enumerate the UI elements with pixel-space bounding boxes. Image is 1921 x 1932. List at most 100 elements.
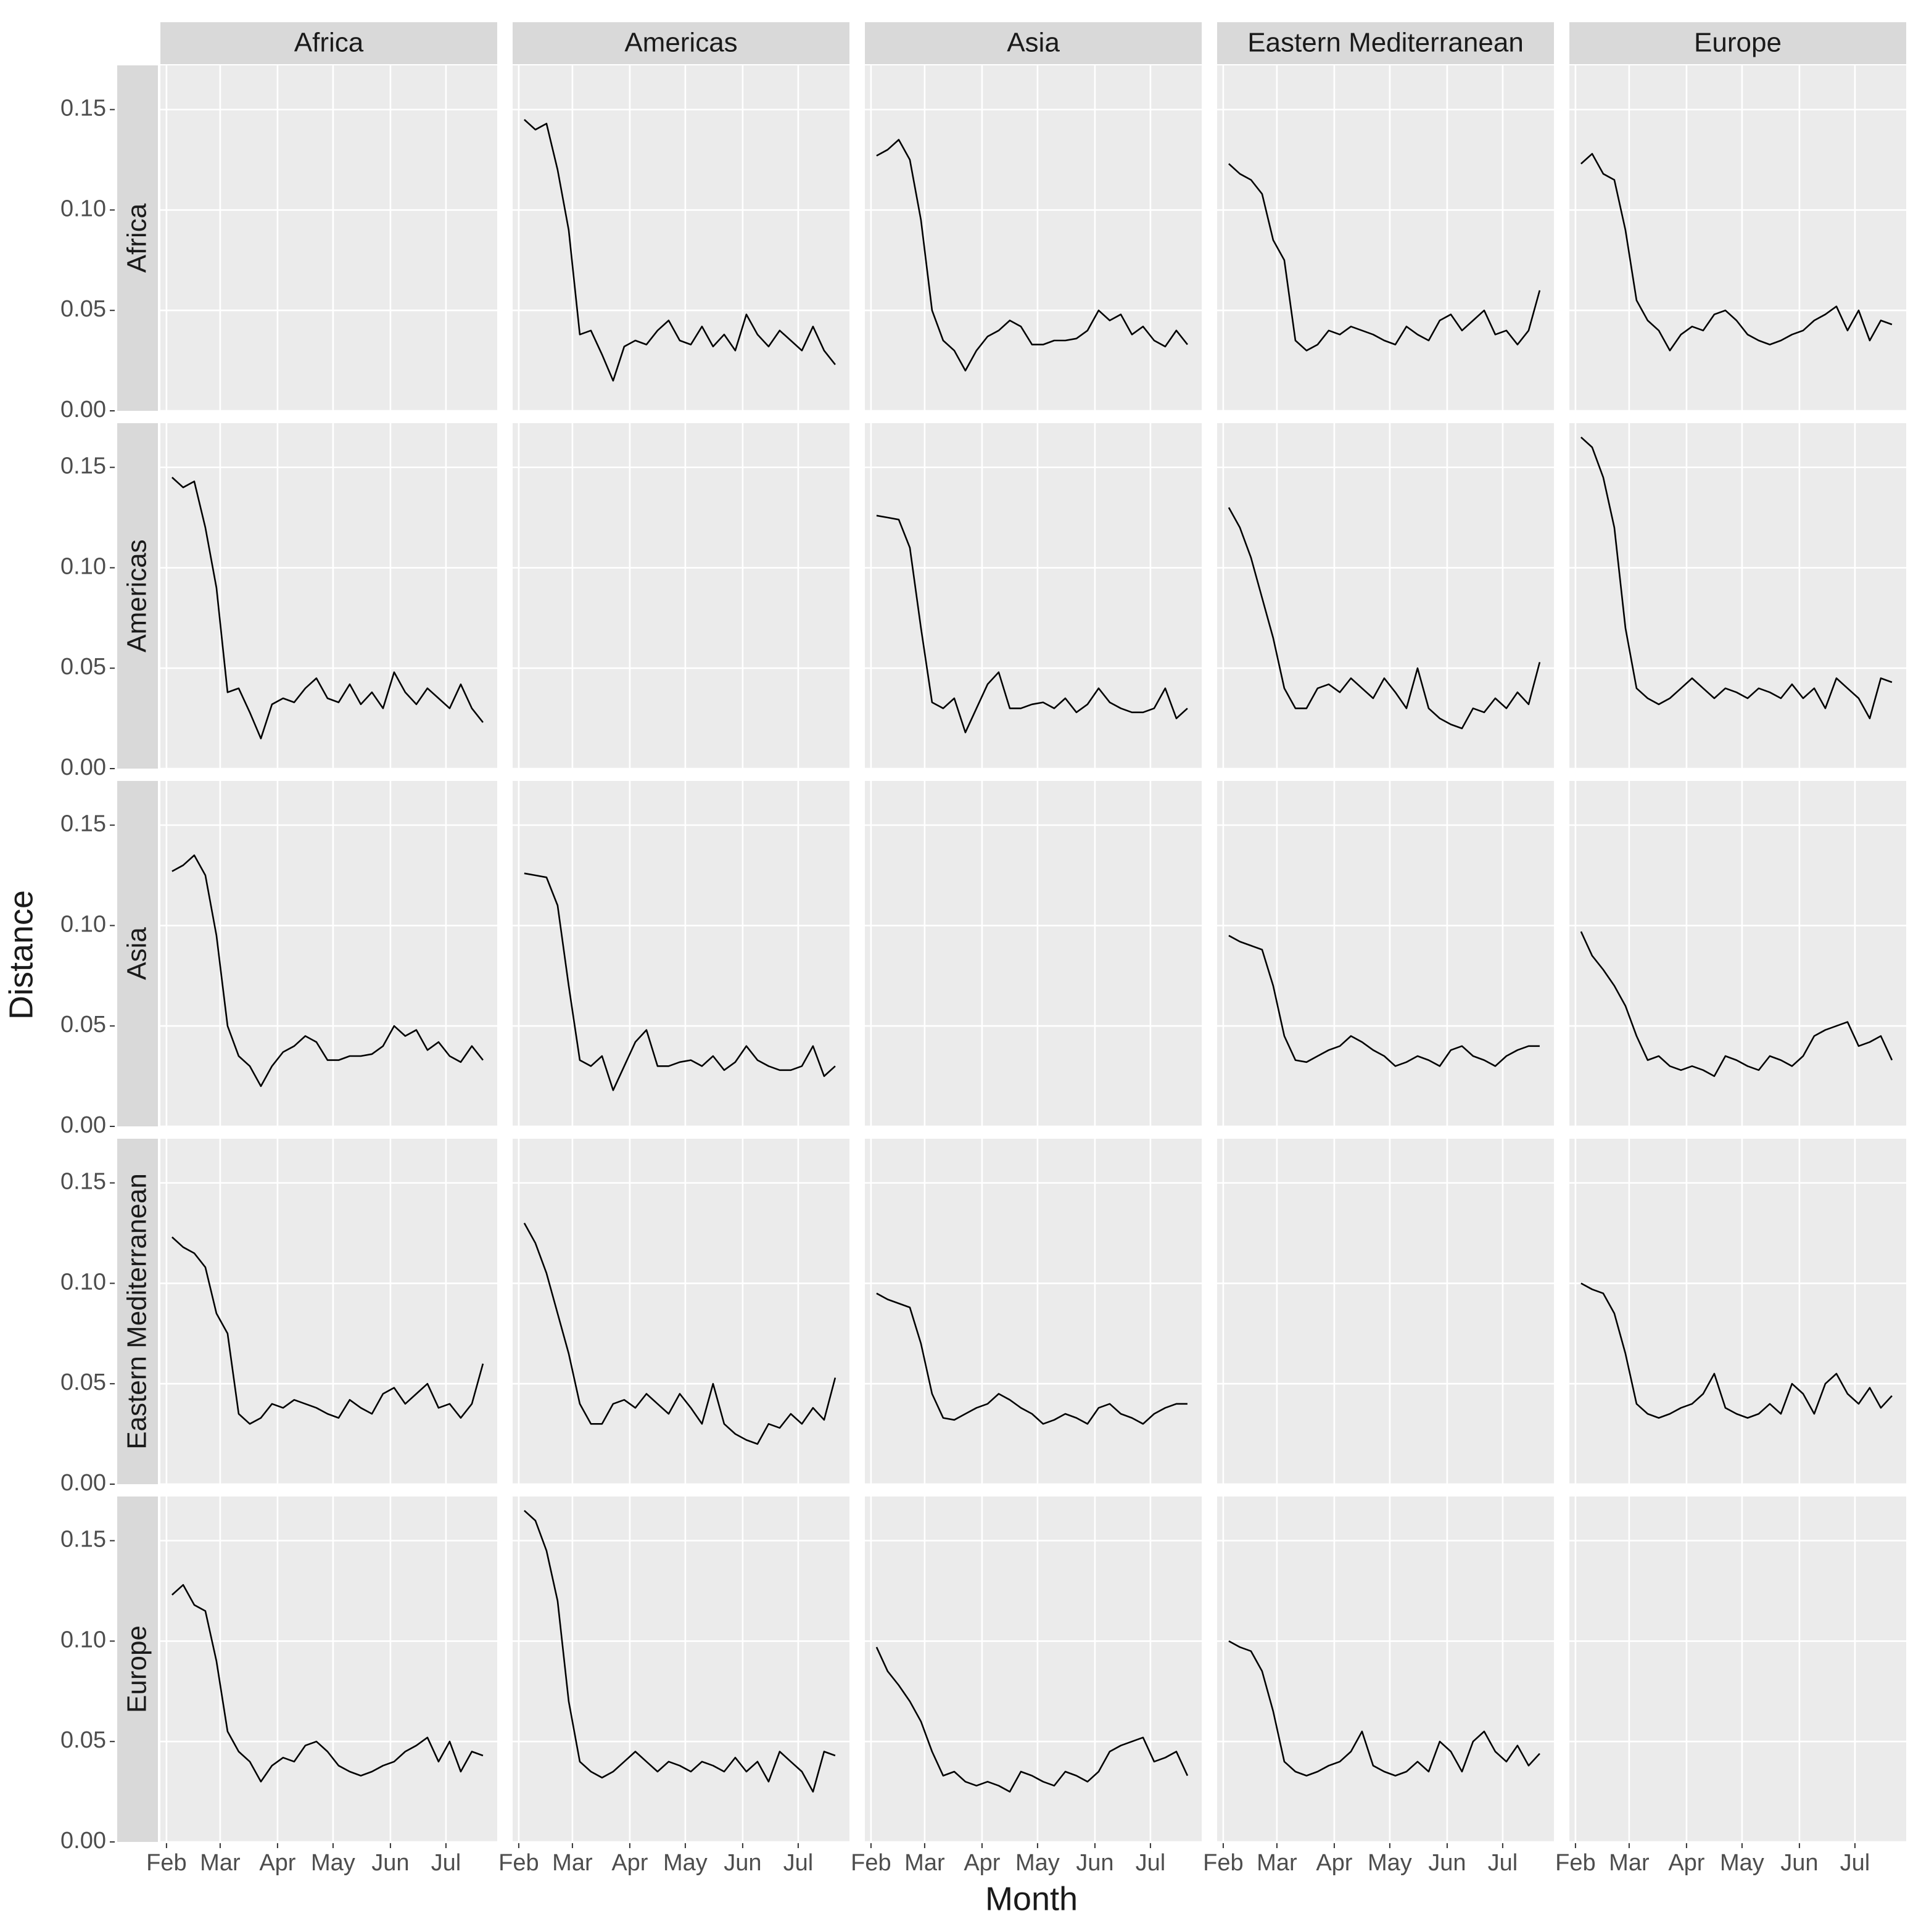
x-tick-label: May bbox=[1720, 1850, 1764, 1876]
x-axis-title: Month bbox=[985, 1880, 1078, 1917]
panel-background bbox=[513, 1139, 849, 1484]
series-line bbox=[1228, 1640, 1540, 1777]
column-strip bbox=[513, 22, 849, 64]
x-tick-label: Jul bbox=[1840, 1850, 1870, 1876]
series-line bbox=[524, 118, 836, 382]
row-strip bbox=[117, 1139, 158, 1484]
row-strip-label: Europe bbox=[122, 1625, 152, 1713]
x-tick-label: Apr bbox=[259, 1850, 295, 1876]
y-tick-label: 0.10 bbox=[60, 1269, 106, 1295]
y-tick-label: 0.05 bbox=[60, 1012, 106, 1038]
x-tick-label: Mar bbox=[1609, 1850, 1650, 1876]
series-line bbox=[171, 476, 484, 740]
x-tick-label: Apr bbox=[964, 1850, 1000, 1876]
y-tick-label: 0.10 bbox=[60, 553, 106, 579]
y-tick-label: 0.10 bbox=[60, 196, 106, 221]
y-tick-label: 0.15 bbox=[60, 1527, 106, 1553]
row-strip-label: Americas bbox=[122, 539, 152, 652]
x-tick-label: May bbox=[1015, 1850, 1060, 1876]
x-tick-label: May bbox=[663, 1850, 708, 1876]
series-line bbox=[524, 872, 836, 1091]
y-tick-label: 0.15 bbox=[60, 96, 106, 122]
x-tick-label: Apr bbox=[1668, 1850, 1704, 1876]
panel-background bbox=[1569, 1496, 1906, 1842]
series-line bbox=[1228, 935, 1540, 1067]
series-line bbox=[171, 854, 484, 1088]
panel-background bbox=[513, 423, 849, 769]
y-tick-label: 0.10 bbox=[60, 1627, 106, 1653]
y-tick-label: 0.15 bbox=[60, 453, 106, 479]
x-tick-label: Jul bbox=[431, 1850, 461, 1876]
panel-background bbox=[1217, 423, 1554, 769]
x-tick-label: Jun bbox=[371, 1850, 409, 1876]
x-tick-label: May bbox=[311, 1850, 355, 1876]
column-strip-label: Africa bbox=[294, 28, 364, 58]
y-tick-label: 0.00 bbox=[60, 1828, 106, 1854]
x-tick-label: Jul bbox=[783, 1850, 814, 1876]
panel-background bbox=[160, 781, 497, 1126]
series-line bbox=[1228, 163, 1541, 352]
panel-background bbox=[1569, 65, 1906, 411]
x-tick-label: Jun bbox=[1428, 1850, 1466, 1876]
row-strip bbox=[117, 1496, 158, 1842]
x-tick-label: Apr bbox=[611, 1850, 648, 1876]
x-tick-label: Apr bbox=[1316, 1850, 1352, 1876]
x-tick-label: Mar bbox=[1257, 1850, 1297, 1876]
column-strip bbox=[865, 22, 1202, 64]
column-strip-label: Asia bbox=[1007, 28, 1060, 58]
y-tick-label: 0.00 bbox=[60, 1112, 106, 1138]
x-tick-label: Feb bbox=[1203, 1850, 1243, 1876]
y-tick-label: 0.05 bbox=[60, 1727, 106, 1753]
x-tick-label: Jun bbox=[1780, 1850, 1818, 1876]
x-tick-label: Jun bbox=[724, 1850, 761, 1876]
column-strip bbox=[1569, 22, 1906, 64]
series-line bbox=[875, 1646, 1189, 1793]
x-tick-label: Feb bbox=[851, 1850, 891, 1876]
panel-background bbox=[865, 65, 1202, 411]
panel-background bbox=[1569, 423, 1906, 769]
series-line bbox=[524, 1509, 836, 1793]
row-strip bbox=[117, 781, 158, 1126]
x-tick-label: Jul bbox=[1488, 1850, 1518, 1876]
panel-background bbox=[865, 781, 1202, 1126]
series-line bbox=[523, 1223, 837, 1445]
column-strip-label: Europe bbox=[1694, 28, 1782, 58]
y-tick-label: 0.05 bbox=[60, 1369, 106, 1395]
y-axis-title: Distance bbox=[2, 890, 39, 1020]
panel-background bbox=[1217, 781, 1554, 1126]
panel-background bbox=[160, 65, 497, 411]
panel-background bbox=[865, 1139, 1202, 1484]
series-line bbox=[1580, 1282, 1893, 1419]
series-line bbox=[1580, 436, 1893, 719]
series-line bbox=[876, 514, 1188, 733]
series-line bbox=[1580, 931, 1893, 1077]
series-line bbox=[1580, 153, 1893, 352]
y-tick-label: 0.05 bbox=[60, 654, 106, 680]
series-line bbox=[171, 1584, 484, 1783]
series-line bbox=[876, 1292, 1188, 1425]
x-tick-label: Feb bbox=[1555, 1850, 1595, 1876]
series-line bbox=[876, 139, 1188, 372]
panel-background bbox=[513, 1496, 849, 1842]
row-strip-label: Africa bbox=[122, 203, 152, 273]
series-line bbox=[1228, 507, 1541, 730]
x-tick-label: Jul bbox=[1136, 1850, 1166, 1876]
column-strip-label: Americas bbox=[624, 28, 737, 58]
panel-background bbox=[865, 1496, 1202, 1842]
row-strip-label: Eastern Mediterranean bbox=[122, 1173, 152, 1450]
x-tick-label: Mar bbox=[552, 1850, 593, 1876]
column-strip-label: Eastern Mediterranean bbox=[1247, 28, 1524, 58]
column-strip bbox=[1217, 22, 1554, 64]
x-tick-label: Feb bbox=[146, 1850, 186, 1876]
row-strip bbox=[117, 423, 158, 769]
panel-background bbox=[1217, 1496, 1554, 1842]
column-strip bbox=[160, 22, 497, 64]
y-tick-label: 0.00 bbox=[60, 754, 106, 780]
y-tick-label: 0.15 bbox=[60, 1169, 106, 1195]
y-tick-label: 0.00 bbox=[60, 1470, 106, 1496]
series-line bbox=[171, 1236, 484, 1425]
row-strip-label: Asia bbox=[122, 927, 152, 980]
x-tick-label: Mar bbox=[200, 1850, 241, 1876]
x-tick-label: Mar bbox=[904, 1850, 945, 1876]
